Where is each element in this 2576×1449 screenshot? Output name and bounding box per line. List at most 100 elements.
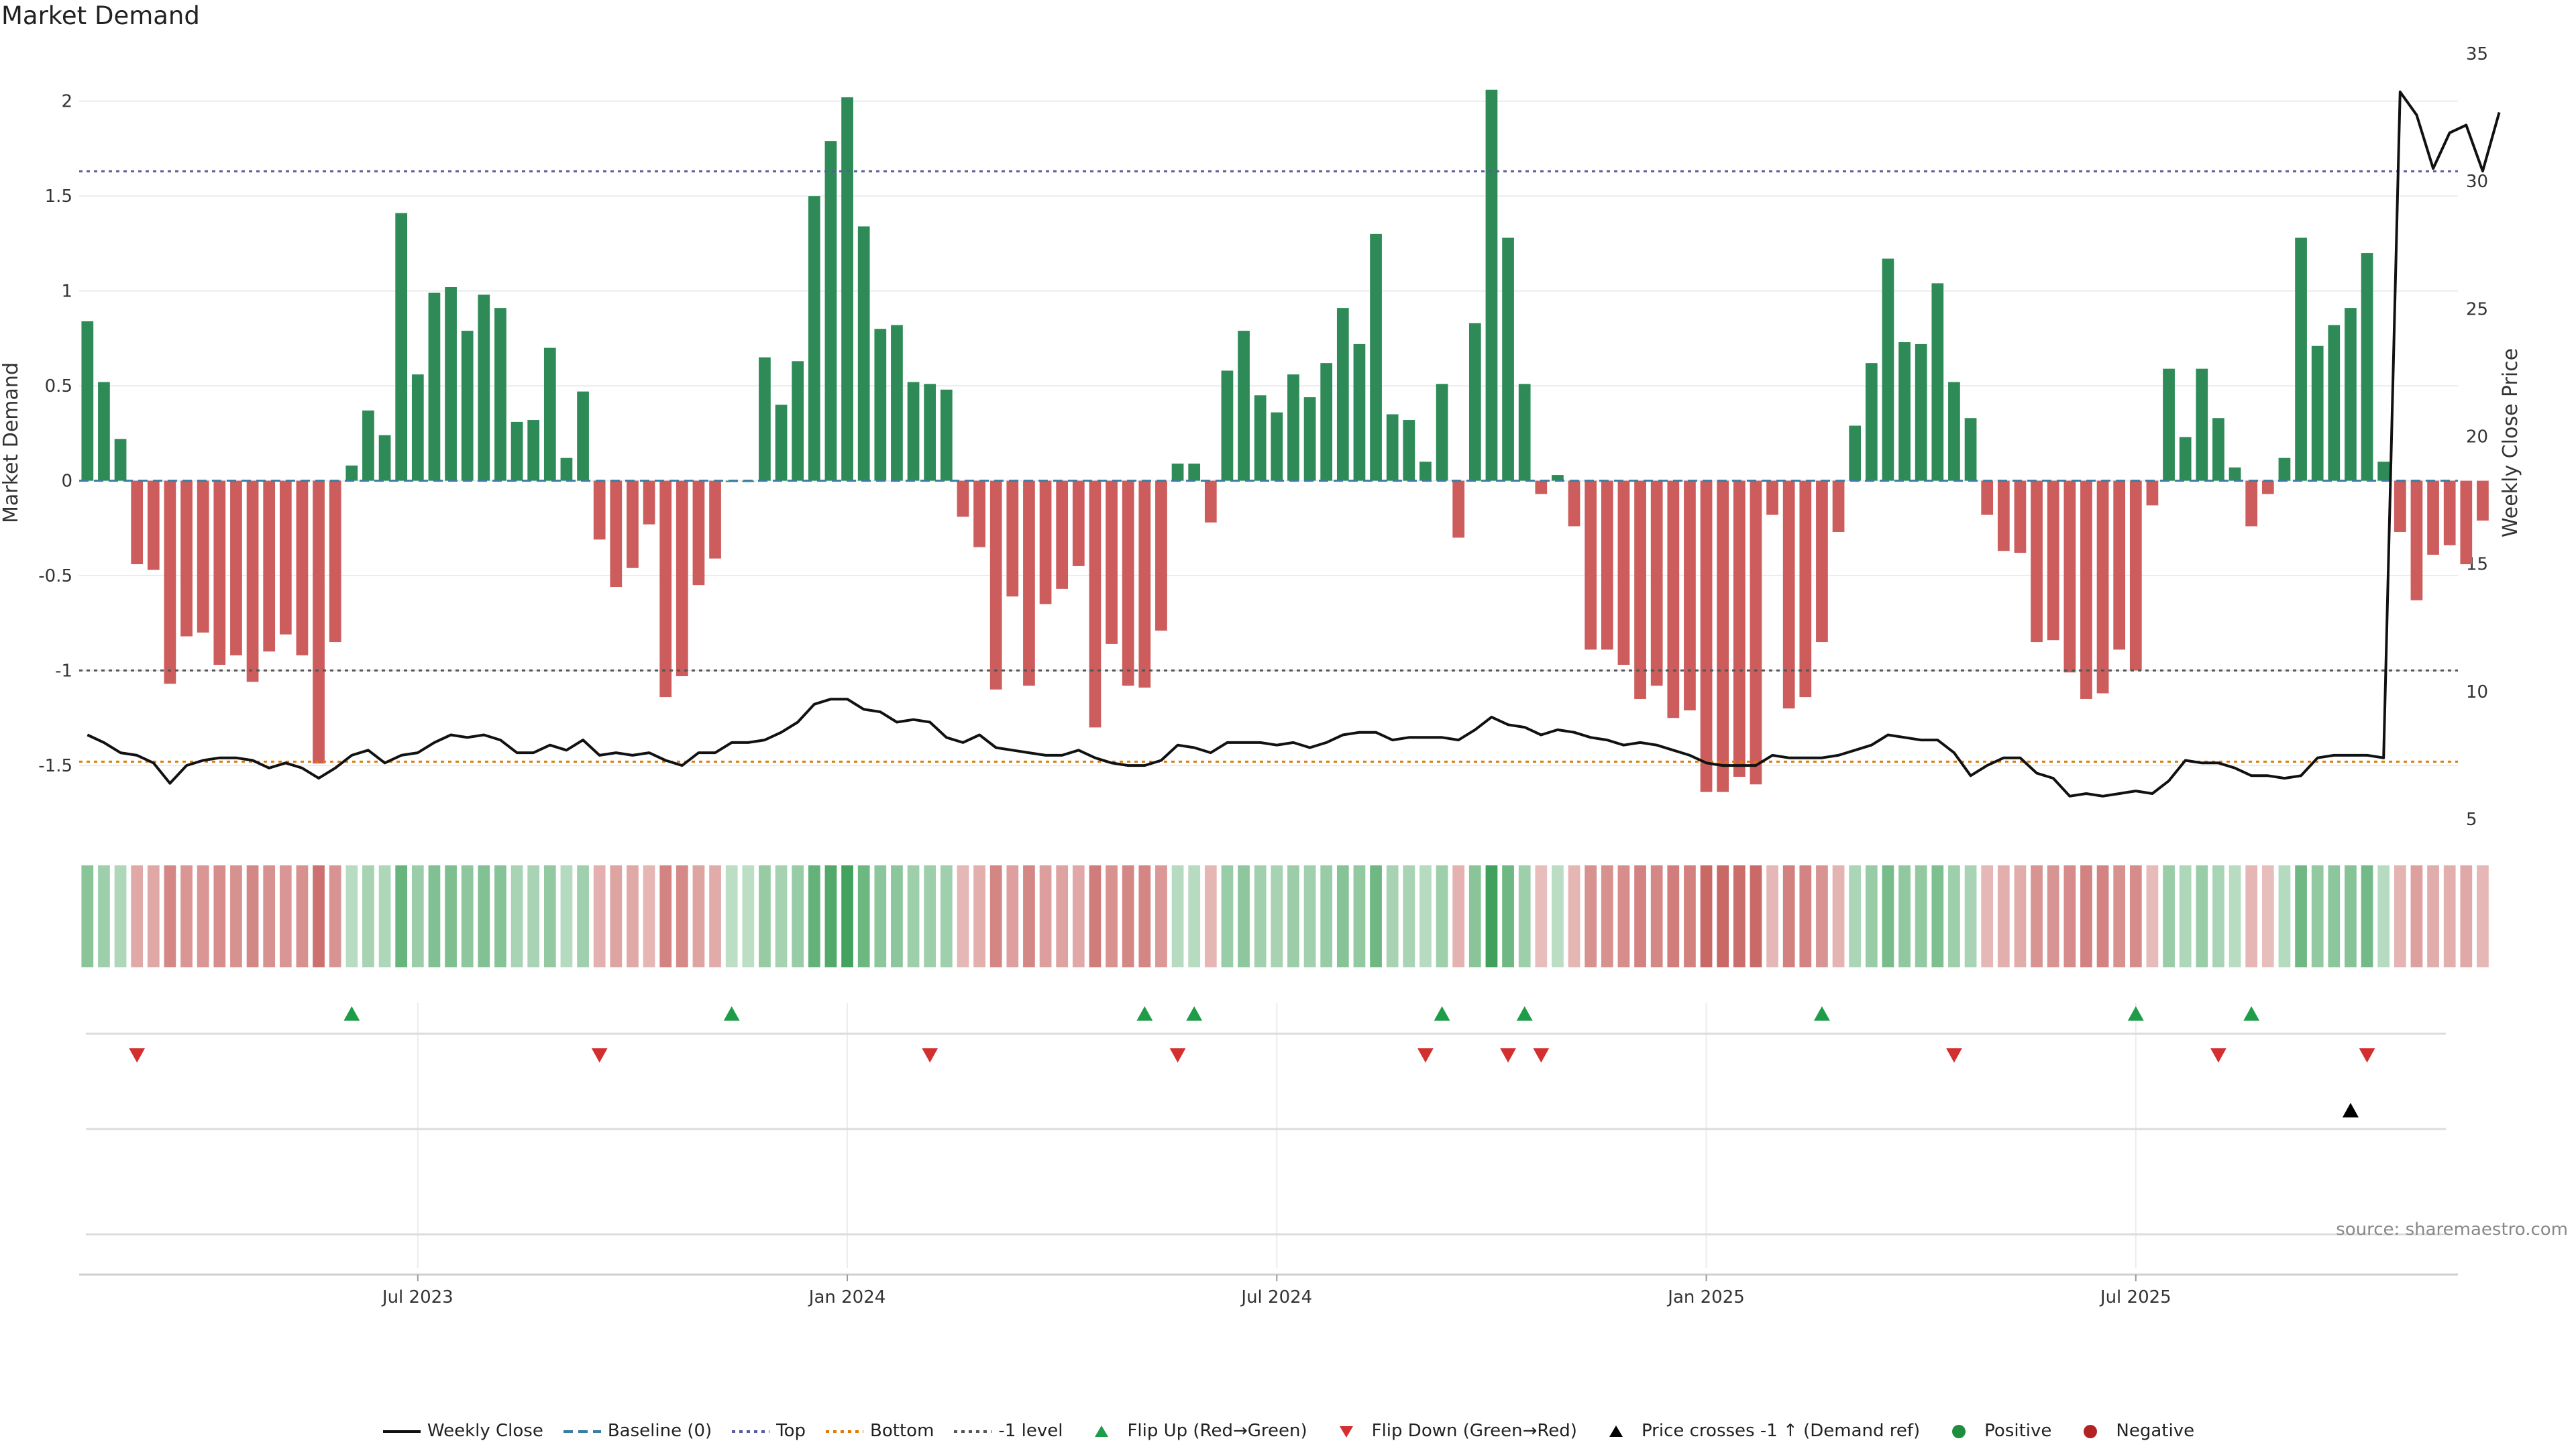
flip-down-marker [1500, 1048, 1517, 1063]
heat-strip-cell [1865, 865, 1878, 967]
heat-strip-cell [1568, 865, 1580, 967]
demand-bar [907, 382, 920, 481]
demand-bar [2031, 480, 2043, 643]
y-tick-label: 1 [61, 282, 72, 302]
legend-label: Negative [2116, 1421, 2195, 1441]
heat-strip-cell [2261, 865, 2274, 967]
legend-label: Bottom [870, 1421, 934, 1441]
demand-bar [808, 196, 820, 481]
y-tick-label: 2 [61, 92, 72, 112]
heat-strip-cell [973, 865, 985, 967]
demand-bar [857, 226, 870, 481]
heat-strip-cell [1386, 865, 1399, 967]
demand-bar [989, 480, 1002, 690]
demand-bar [2394, 480, 2406, 532]
demand-bar [643, 480, 655, 525]
demand-bar [164, 480, 176, 684]
heat-strip-cell [1468, 865, 1481, 967]
legend-swatch [826, 1430, 864, 1433]
demand-bar [560, 458, 573, 481]
y2-tick-label: 10 [2466, 682, 2488, 702]
demand-bar [197, 480, 209, 633]
demand-bar [1667, 480, 1680, 718]
flip-up-marker [1186, 1006, 1203, 1021]
demand-bar [1799, 480, 1812, 698]
heat-strip-cell [1370, 865, 1382, 967]
source-note: source: sharemaestro.com [2336, 1220, 2568, 1240]
heat-strip-cell [1106, 865, 1118, 967]
heat-strip-cell [1750, 865, 1762, 967]
demand-bar [1568, 480, 1580, 527]
demand-bar [1782, 480, 1795, 709]
legend-item: -1 level [953, 1421, 1063, 1441]
demand-bar [345, 465, 358, 481]
heat-strip-cell [2229, 865, 2241, 967]
heat-strip-cell [2196, 865, 2208, 967]
demand-bar [1138, 480, 1151, 688]
legend-swatch [382, 1430, 421, 1433]
heat-strip-cell [230, 865, 242, 967]
heat-strip-cell [1816, 865, 1828, 967]
x-tick-label: Jul 2025 [2099, 1287, 2171, 1307]
demand-bar [841, 97, 853, 481]
heat-strip-cell [1006, 865, 1019, 967]
heat-strip-cell [1585, 865, 1597, 967]
heat-strip-cell [874, 865, 887, 967]
flip-down-marker [2359, 1048, 2375, 1063]
demand-bar [2361, 253, 2373, 481]
heat-strip-cell [857, 865, 870, 967]
demand-bar [1617, 480, 1630, 665]
heat-strip-cell [2014, 865, 2027, 967]
heat-strip-cell [1782, 865, 1795, 967]
heat-strip-cell [1617, 865, 1630, 967]
heat-strip-cell [759, 865, 771, 967]
demand-bar [891, 325, 903, 481]
legend-swatch [2084, 1424, 2098, 1438]
legend-label: -1 level [998, 1421, 1063, 1441]
heat-strip-cell [1931, 865, 1944, 967]
heat-strip-cell [1138, 865, 1151, 967]
heat-strip-cell [2129, 865, 2142, 967]
legend-label: Top [776, 1421, 806, 1441]
demand-bar [511, 421, 523, 481]
heat-strip-cell [2245, 865, 2258, 967]
demand-bar [1468, 323, 1481, 481]
legend-label: Weekly Close [427, 1421, 543, 1441]
flip-down-marker [1945, 1048, 1962, 1063]
heat-strip-cell [2063, 865, 2076, 967]
demand-bar [792, 361, 804, 481]
heat-strip-cell [1485, 865, 1498, 967]
demand-bar [1056, 480, 1069, 589]
demand-bar [2229, 467, 2241, 481]
demand-bar [1634, 480, 1646, 699]
demand-bar [1964, 418, 1977, 481]
legend-swatch [732, 1430, 770, 1433]
heat-strip-cell [1518, 865, 1531, 967]
demand-bar [2377, 462, 2390, 481]
legend-item: Price crosses -1 ↑ (Demand ref) [1596, 1421, 1920, 1441]
flip-up-marker [1434, 1006, 1450, 1021]
legend-swatch [1095, 1425, 1109, 1437]
demand-bar [2063, 480, 2076, 673]
demand-bar [1585, 480, 1597, 650]
heat-strip-cell [808, 865, 820, 967]
heat-strip-cell [1271, 865, 1283, 967]
heat-strip-cell [940, 865, 953, 967]
demand-bar [1386, 414, 1399, 481]
heat-strip-cell [709, 865, 721, 967]
demand-bar [593, 480, 606, 540]
demand-bar [874, 329, 887, 481]
heat-strip-cell [1419, 865, 1432, 967]
demand-bar [2311, 345, 2324, 481]
demand-bar [1650, 480, 1663, 686]
heat-strip-cell [1502, 865, 1514, 967]
demand-bar [246, 480, 259, 682]
demand-bar [1072, 480, 1085, 566]
heat-strip-cell [2295, 865, 2307, 967]
heat-strip-cell [2361, 865, 2373, 967]
demand-bar [1023, 480, 1035, 686]
demand-bar [1370, 233, 1382, 481]
heat-strip-cell [2410, 865, 2423, 967]
demand-bar [1948, 382, 1960, 481]
heat-strip-cell [98, 865, 110, 967]
